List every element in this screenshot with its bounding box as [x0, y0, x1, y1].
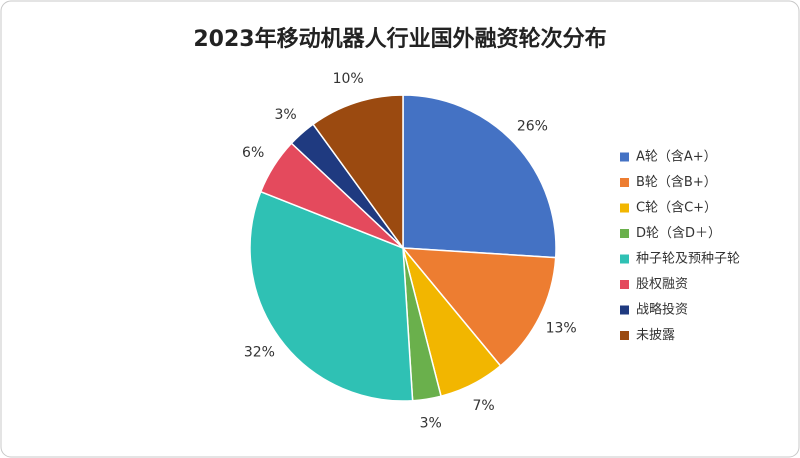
- legend-label: C轮（含C+）: [636, 200, 717, 216]
- data-label: 6%: [242, 145, 264, 161]
- data-label: 3%: [420, 415, 442, 431]
- legend-swatch: [620, 178, 629, 187]
- legend-label: 股权融资: [636, 276, 688, 292]
- legend-swatch: [620, 331, 629, 340]
- legend-swatch: [620, 280, 629, 289]
- legend-swatch: [620, 152, 629, 162]
- pie-slice: [402, 94, 557, 259]
- data-label: 7%: [472, 398, 494, 414]
- data-label: 13%: [546, 321, 577, 337]
- data-label: 3%: [275, 107, 297, 123]
- data-label: 32%: [244, 344, 275, 360]
- legend-label: A轮（含A+）: [636, 149, 717, 165]
- legend-label: 战略投资: [636, 302, 688, 318]
- legend-label: D轮（含D＋）: [636, 225, 721, 241]
- pie-slice: [312, 94, 404, 251]
- chart-title: 2023年移动机器人行业国外融资轮次分布: [193, 26, 606, 52]
- legend-label: 种子轮及预种子轮: [636, 252, 740, 267]
- legend-swatch: [620, 203, 629, 213]
- pie-slice: [249, 190, 414, 402]
- legend-swatch: [620, 229, 629, 238]
- legend-label: B轮（含B+）: [636, 174, 717, 190]
- pie-slice: [401, 247, 557, 367]
- legend-swatch: [620, 254, 629, 264]
- legend-swatch: [620, 305, 629, 315]
- legend-label: 未披露: [636, 328, 675, 343]
- data-label: 10%: [333, 71, 364, 87]
- data-label: 26%: [517, 119, 548, 135]
